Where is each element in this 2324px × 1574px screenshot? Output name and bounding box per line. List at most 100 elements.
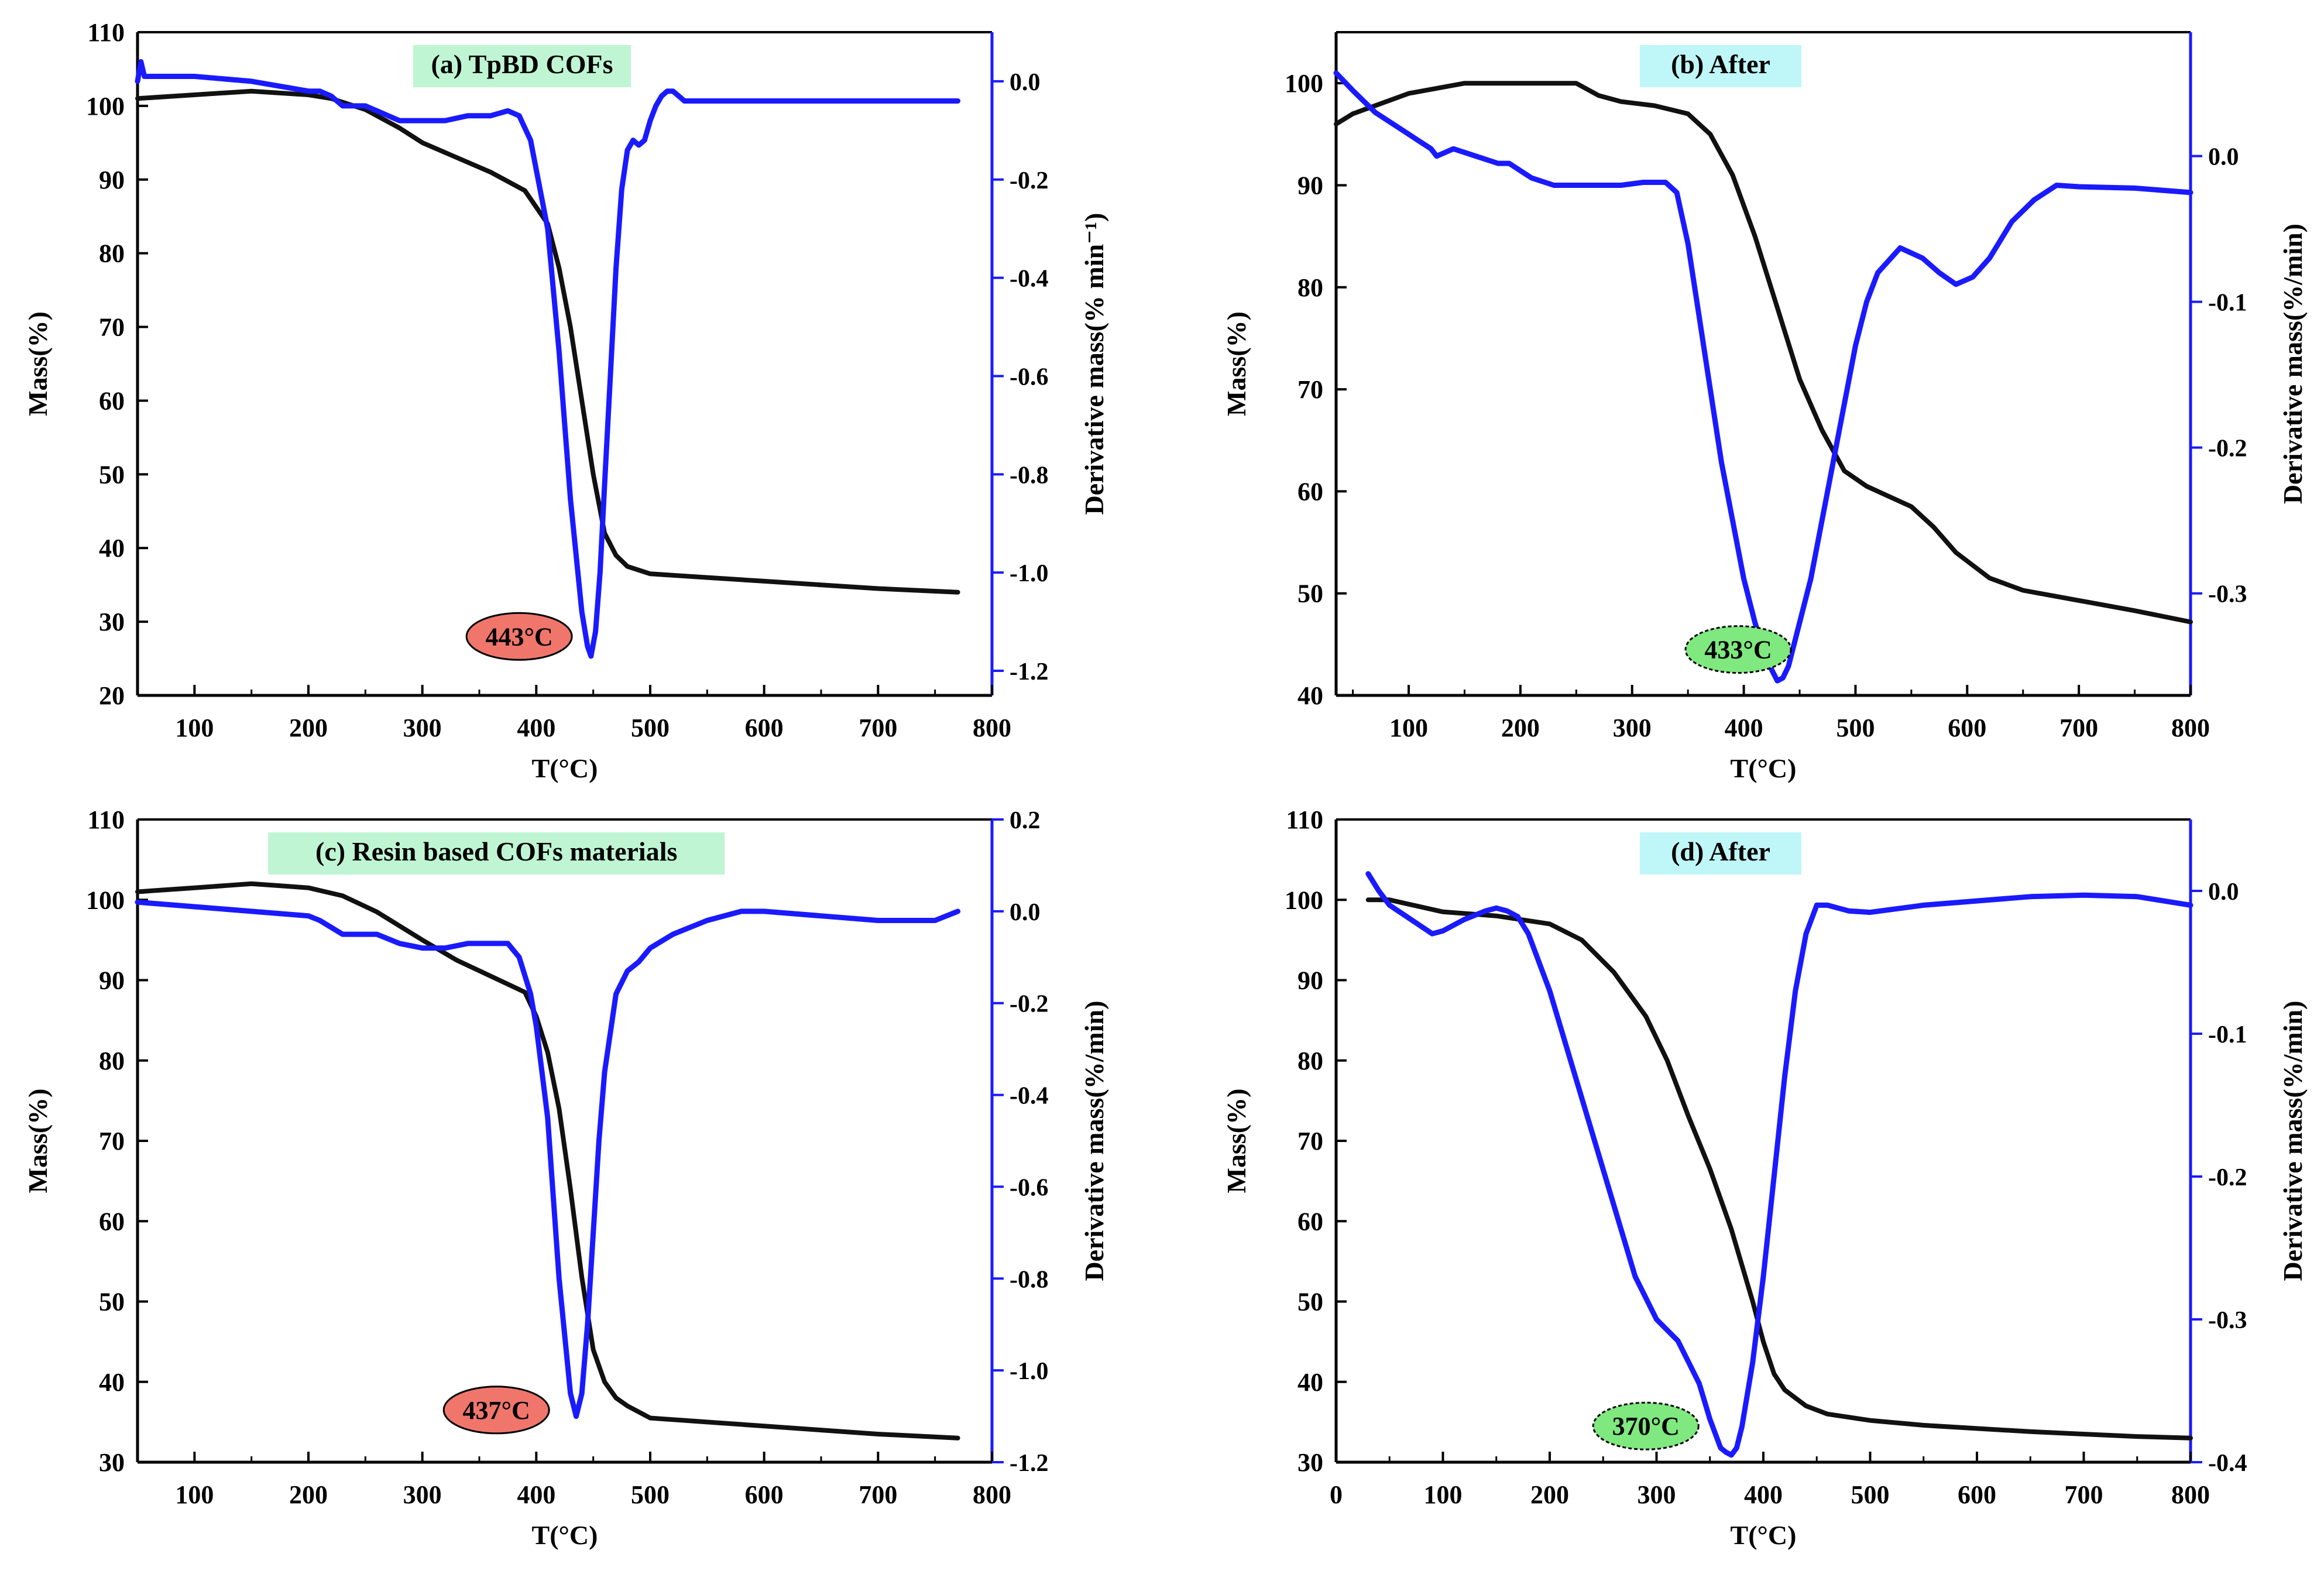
x-tick-label-d-0: 0 [1330, 1480, 1343, 1509]
x-tick-label-a-3: 400 [517, 714, 555, 742]
title-box-a [413, 45, 631, 87]
y-tick-label-d-3: 60 [1297, 1207, 1323, 1236]
derivative-line-d [1365, 871, 2193, 1458]
x-tick-label-d-7: 700 [2065, 1480, 2103, 1509]
y2-tick-label-b-1: -0.2 [2208, 435, 2247, 462]
y-tick-label-b-2: 60 [1297, 477, 1323, 506]
peak-annotation-label-d: 370°C [1612, 1412, 1680, 1441]
mass-line-c [135, 881, 960, 1441]
y-tick-label-d-8: 110 [1286, 805, 1323, 834]
derivative-line-b [1333, 70, 2193, 684]
y2-axis-title-b: Derivative mass(%/min) [2278, 224, 2308, 504]
x-tick-label-a-7: 800 [973, 714, 1011, 742]
x-tick-label-a-5: 600 [745, 714, 784, 742]
y-tick-label-a-6: 80 [99, 239, 125, 268]
y2-tick-label-a-6: 0.0 [1010, 69, 1041, 96]
x-tick-label-d-3: 300 [1638, 1480, 1676, 1509]
y-tick-label-d-0: 30 [1297, 1448, 1323, 1477]
y2-tick-label-c-7: 0.2 [1010, 807, 1041, 834]
y2-tick-label-a-5: -0.2 [1010, 167, 1049, 194]
y-tick-label-d-5: 80 [1297, 1047, 1323, 1075]
y-tick-label-c-8: 110 [87, 805, 125, 834]
x-axis-title-d: T(°C) [1731, 1520, 1797, 1550]
y2-tick-label-c-3: -0.6 [1010, 1174, 1049, 1201]
y-tick-label-a-3: 50 [99, 460, 125, 489]
y2-tick-label-a-3: -0.6 [1010, 364, 1049, 390]
title-box-d [1640, 832, 1801, 875]
y2-tick-label-a-1: -1.0 [1010, 560, 1049, 587]
peak-annotation-label-a: 443°C [485, 622, 552, 651]
y-tick-label-c-1: 40 [99, 1368, 125, 1397]
y-tick-label-c-4: 70 [99, 1127, 125, 1155]
y-axis-title-d: Mass(%) [1221, 1089, 1251, 1194]
x-tick-label-d-6: 600 [1958, 1480, 1996, 1509]
peak-annotation-label-b: 433°C [1704, 636, 1772, 664]
x-tick-label-d-1: 100 [1424, 1480, 1463, 1509]
x-tick-label-c-4: 500 [631, 1480, 670, 1509]
x-tick-label-a-4: 500 [631, 714, 670, 742]
x-tick-label-b-7: 800 [2171, 714, 2210, 742]
x-tick-label-b-0: 100 [1389, 714, 1428, 742]
x-tick-label-c-7: 800 [973, 1480, 1011, 1509]
chart-title-a: (a) TpBD COFs [431, 49, 613, 79]
y-tick-label-d-1: 40 [1297, 1368, 1323, 1397]
x-tick-label-c-1: 200 [289, 1480, 328, 1509]
y2-tick-label-c-4: -0.4 [1010, 1083, 1049, 1110]
y2-tick-label-b-2: -0.1 [2208, 290, 2247, 317]
x-tick-label-c-2: 300 [403, 1480, 442, 1509]
peak-annotation-ellipse-d [1592, 1401, 1700, 1450]
y2-axis-title-a: Derivative mass(% min⁻¹) [1079, 213, 1109, 515]
x-tick-label-b-2: 300 [1613, 714, 1652, 742]
y-tick-label-b-3: 70 [1297, 375, 1323, 404]
mass-line-b [1334, 81, 2193, 625]
peak-annotation-ellipse-c [442, 1386, 550, 1435]
y-tick-label-d-2: 50 [1297, 1288, 1323, 1316]
y2-tick-label-d-3: -0.1 [2208, 1021, 2247, 1048]
chart-title-b: (b) After [1671, 49, 1770, 79]
x-tick-label-a-6: 700 [859, 714, 897, 742]
title-box-b [1640, 45, 1801, 87]
y-axis-title-b: Mass(%) [1221, 311, 1251, 416]
y-tick-label-a-5: 70 [99, 313, 125, 342]
x-tick-label-b-3: 400 [1725, 714, 1763, 742]
y2-tick-label-d-2: -0.2 [2208, 1164, 2247, 1191]
mass-line-d [1365, 897, 2193, 1441]
x-tick-label-a-1: 200 [289, 714, 328, 742]
y-tick-label-b-1: 50 [1297, 579, 1323, 608]
x-tick-label-c-3: 400 [517, 1480, 555, 1509]
y2-tick-label-c-1: -1.0 [1010, 1358, 1049, 1385]
y-tick-label-c-3: 60 [99, 1207, 125, 1236]
y-tick-label-d-7: 100 [1285, 886, 1323, 914]
x-tick-label-d-4: 400 [1744, 1480, 1783, 1509]
peak-annotation-label-c: 437°C [463, 1396, 530, 1425]
peak-annotation-ellipse-b [1684, 625, 1792, 674]
y2-axis-title-c: Derivative mass(%/min) [1079, 1000, 1109, 1281]
y-tick-label-b-6: 100 [1285, 69, 1323, 98]
x-tick-label-a-2: 300 [403, 714, 442, 742]
y-tick-label-c-7: 100 [86, 886, 125, 914]
y-tick-label-a-2: 40 [99, 534, 125, 563]
y-tick-label-c-6: 90 [99, 966, 125, 995]
peak-annotation-ellipse-a [465, 612, 573, 661]
y-tick-label-a-8: 100 [86, 92, 125, 121]
y2-tick-label-d-0: -0.4 [2208, 1450, 2247, 1477]
x-axis-title-c: T(°C) [532, 1520, 598, 1550]
y2-axis-title-d: Derivative mass(%/min) [2278, 1000, 2308, 1281]
chart-title-d: (d) After [1671, 836, 1770, 866]
x-tick-label-c-0: 100 [175, 1480, 214, 1509]
x-tick-label-d-2: 200 [1530, 1480, 1569, 1509]
y-axis-title-c: Mass(%) [23, 1089, 53, 1194]
y2-tick-label-a-2: -0.8 [1010, 462, 1049, 489]
y2-tick-label-c-6: 0.0 [1010, 899, 1041, 926]
y-tick-label-b-0: 40 [1297, 681, 1323, 710]
y2-tick-label-a-0: -1.2 [1010, 659, 1049, 685]
title-box-c [268, 832, 725, 875]
